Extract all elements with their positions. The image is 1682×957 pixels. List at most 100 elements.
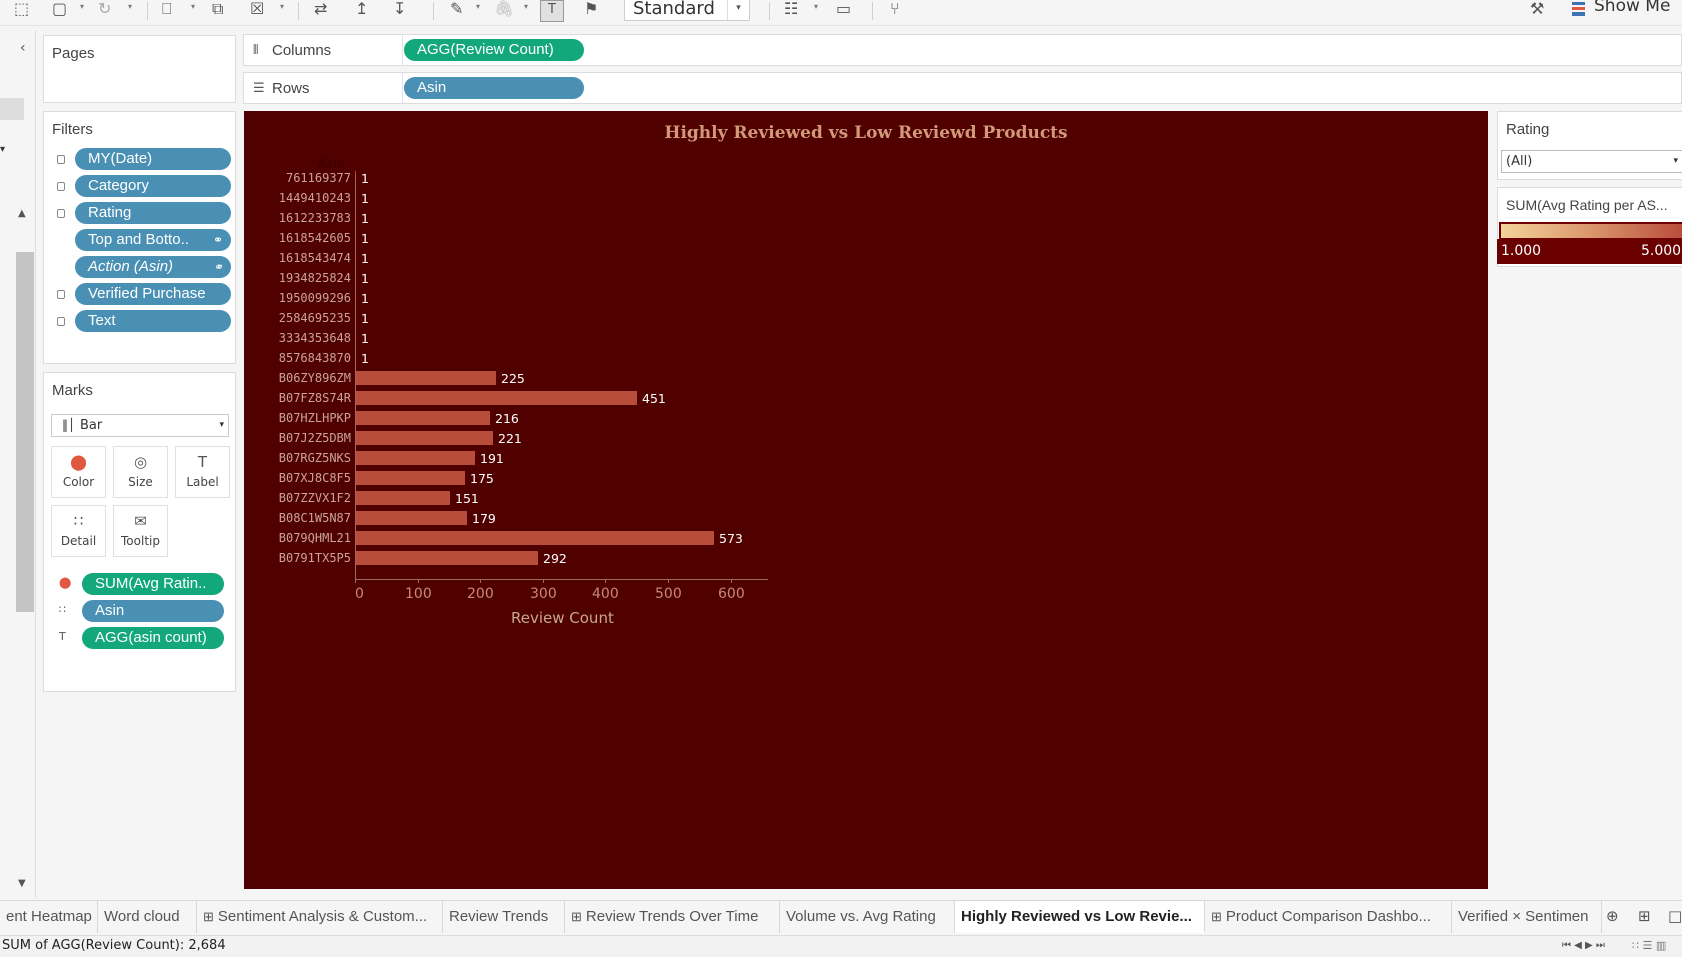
filter-menu-icon[interactable] [57,182,65,191]
filter-pill[interactable]: Rating [75,202,231,224]
group-icon[interactable]: 🖇 [494,0,515,18]
fit-select[interactable]: Standard ▾ [624,0,750,21]
filter-pill[interactable]: Action (Asin) ⚭ [75,256,231,278]
bar[interactable] [355,391,637,405]
filter-menu-icon[interactable] [57,155,65,164]
scroll-up-icon[interactable]: ▲ [18,208,26,219]
color-icon: ⬤ [70,453,87,471]
format-painter-icon[interactable]: ⚒ [1530,0,1545,18]
chevron-down-icon: ▾ [1673,156,1678,166]
filter-menu-icon[interactable] [57,317,65,326]
chevron-down-icon[interactable]: ▾ [80,2,85,11]
rows-pill[interactable]: Asin [404,77,584,99]
bar[interactable] [355,411,490,425]
new-dashboard-icon[interactable]: ⊞ [1638,907,1651,925]
new-story-icon[interactable]: □ [1668,907,1682,925]
label-button[interactable]: T Label [175,446,230,498]
dashboard-icon: ⊞ [571,909,582,924]
duplicate-sheet-icon[interactable]: ⧉ [212,0,224,18]
chevron-down-icon[interactable]: ▾ [128,2,133,11]
scroll-down-icon[interactable]: ▼ [18,878,26,889]
fix-axes-icon[interactable]: ⚑ [584,0,599,18]
marks-field-pill[interactable]: AGG(asin count) [82,627,224,649]
filter-pill[interactable]: MY(Date) [75,148,231,170]
sheet-nav-icons[interactable]: ⏮ ◀ ▶ ⏭ [1562,940,1605,951]
tab-sheet[interactable]: Review Trends [443,901,565,933]
presentation-mode-icon[interactable]: ▭ [836,0,852,18]
marks-field-pill[interactable]: Asin [82,600,224,622]
chevron-down-icon[interactable]: ▾ [524,2,529,11]
data-label: 1 [361,351,369,366]
tab-sheet[interactable]: Highly Reviewed vs Low Revie... [955,901,1205,933]
bar[interactable] [355,491,450,505]
show-mark-labels-icon[interactable]: T [540,0,564,22]
tab-sheet[interactable]: ⊞ Sentiment Analysis & Custom... [197,901,443,933]
filter-pill[interactable]: Category [75,175,231,197]
collapse-icon[interactable]: ‹ [20,40,26,56]
filter-menu-icon[interactable] [57,290,65,299]
filter-pill[interactable]: Text [75,310,231,332]
filter-menu-icon[interactable] [57,209,65,218]
pages-card[interactable]: Pages [43,35,236,103]
chevron-down-icon[interactable]: ▾ [191,2,196,11]
swap-rows-columns-icon[interactable]: ⇄ [314,0,328,18]
tab-sheet[interactable]: ⊞ Product Comparison Dashbo... [1205,901,1452,933]
bar[interactable] [355,431,493,445]
mark-type-select[interactable]: ‖│ Bar ▾ [51,414,229,437]
new-datasource-icon[interactable]: ⬚ [14,0,30,18]
bar[interactable] [355,511,467,525]
tab-sheet[interactable]: Volume vs. Avg Rating [780,901,955,933]
filter-pill-label: Category [88,177,149,194]
x-tick [480,579,481,583]
tab-sheet[interactable]: ent Heatmap [0,901,98,933]
chevron-down-icon[interactable]: ▾ [0,144,6,155]
filter-pill[interactable]: Top and Botto.. ⚭ [75,229,231,251]
mark-button-label: Tooltip [121,534,160,548]
tab-sheet[interactable]: Verified × Sentimen [1452,901,1602,933]
sort-descending-icon[interactable]: ↧ [393,0,407,18]
bar[interactable] [355,371,496,385]
bar[interactable] [355,451,475,465]
row-label: 2584695235 [278,311,351,325]
bar[interactable] [355,471,465,485]
row-label: B08C1W5N87 [278,511,351,525]
size-button[interactable]: ◎ Size [113,446,168,498]
rating-filter-select[interactable]: (All) ▾ [1501,150,1682,173]
chevron-down-icon: ▾ [727,0,749,20]
tab-sheet[interactable]: Word cloud [98,901,197,933]
columns-shelf[interactable]: ⫴ Columns AGG(Review Count) [243,34,1682,66]
clear-sheet-icon[interactable]: ☒ [250,0,265,18]
chevron-down-icon[interactable]: ▾ [476,2,481,11]
tooltip-button[interactable]: ✉ Tooltip [113,505,168,557]
color-gradient-bar [1499,222,1682,240]
new-worksheet-icon[interactable]: ⎕ [162,0,172,18]
row-label: B0791TX5P5 [278,551,351,565]
row-label: B06ZY896ZM [278,371,351,385]
refresh-icon[interactable]: ↻ [98,0,112,18]
view-mode-icons[interactable]: ∷ ☰ ▥ [1632,939,1667,952]
bar[interactable] [355,551,538,565]
filters-card: Filters MY(Date) Category Rating Top and Bo… [43,111,236,364]
show-cards-icon[interactable]: ☷ [784,0,799,18]
chevron-down-icon[interactable]: ▾ [814,2,819,11]
new-worksheet-icon[interactable]: ⊕ [1606,907,1619,925]
filter-pill[interactable]: Verified Purchase [75,283,231,305]
color-button[interactable]: ⬤ Color [51,446,106,498]
sort-ascending-icon[interactable]: ↥ [355,0,369,18]
selected-item[interactable] [0,98,24,120]
save-icon[interactable]: ▢ [52,0,68,18]
columns-pill[interactable]: AGG(Review Count) [404,39,584,61]
show-me-button[interactable]: Show Me [1594,0,1671,16]
scrollbar-thumb[interactable] [16,252,34,612]
share-icon[interactable]: ⑂ [890,0,900,18]
detail-button[interactable]: ∷ Detail [51,505,106,557]
tab-sheet[interactable]: ⊞ Review Trends Over Time [565,901,780,933]
marks-field-pill[interactable]: SUM(Avg Ratin.. [82,573,224,595]
divider [402,35,403,65]
highlight-icon[interactable]: ✎ [450,0,464,18]
x-tick-label: 100 [405,586,432,602]
bar[interactable] [355,531,714,545]
rows-shelf[interactable]: ☰ Rows Asin [243,72,1682,104]
chevron-down-icon[interactable]: ▾ [280,2,285,11]
viz-canvas[interactable]: Highly Reviewed vs Low Reviewd Products … [244,111,1488,889]
